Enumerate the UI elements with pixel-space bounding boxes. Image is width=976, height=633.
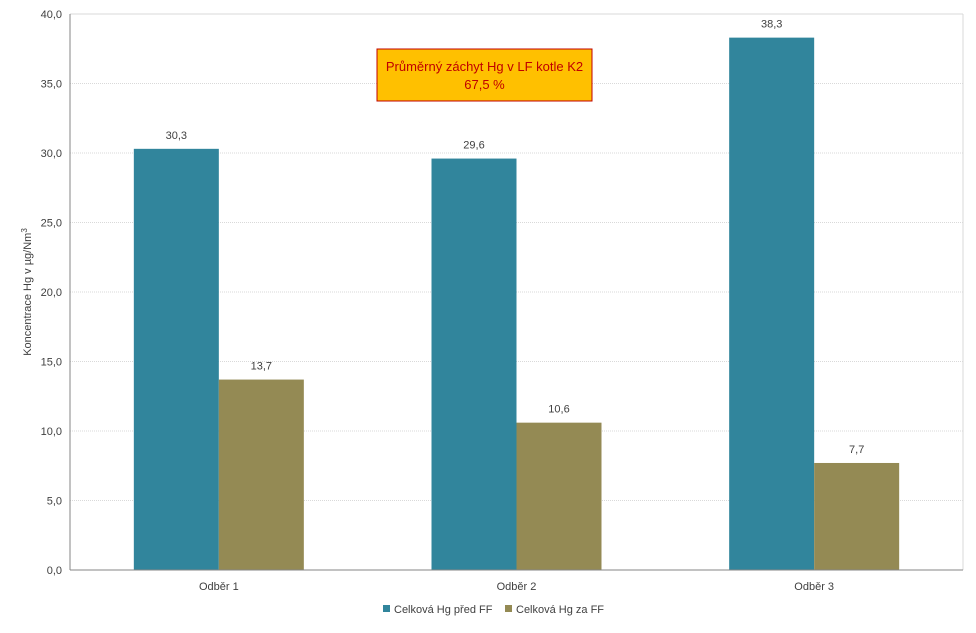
bar — [133, 148, 219, 570]
annotation-box: Průměrný záchyt Hg v LF kotle K2 67,5 % — [376, 48, 593, 102]
data-label: 13,7 — [251, 361, 272, 373]
y-tick-label: 5,0 — [47, 496, 62, 508]
annotation-line-2: 67,5 % — [464, 77, 505, 92]
bar — [218, 379, 304, 570]
data-label: 7,7 — [849, 444, 864, 456]
data-label: 30,3 — [166, 130, 187, 142]
bar — [431, 158, 517, 570]
legend-label: Celková Hg před FF — [394, 604, 493, 616]
annotation-background — [376, 48, 593, 102]
y-tick-label: 20,0 — [41, 287, 62, 299]
x-tick-label: Odběr 3 — [794, 581, 834, 593]
data-label: 38,3 — [761, 19, 782, 31]
bars — [133, 37, 900, 570]
y-tick-label: 35,0 — [41, 79, 62, 91]
x-tick-label: Odběr 1 — [199, 581, 239, 593]
x-tick-label: Odběr 2 — [497, 581, 537, 593]
y-tick-labels: 0,0 5,0 10,0 15,0 20,0 25,0 30,0 35,0 40,0 — [41, 9, 62, 577]
legend-label: Celková Hg za FF — [516, 604, 604, 616]
y-tick-label: 25,0 — [41, 218, 62, 230]
y-tick-label: 40,0 — [41, 9, 62, 21]
bar — [814, 462, 900, 570]
legend: Celková Hg před FF Celková Hg za FF — [383, 604, 604, 616]
y-axis-title: Koncentrace Hg v µg/Nm3 — [20, 228, 34, 356]
legend-swatch — [505, 605, 512, 612]
data-label: 10,6 — [548, 404, 569, 416]
data-labels: 30,3 13,7 29,6 10,6 38,3 7,7 — [166, 19, 865, 456]
y-tick-label: 10,0 — [41, 426, 62, 438]
y-tick-label: 30,0 — [41, 148, 62, 160]
data-label: 29,6 — [463, 140, 484, 152]
x-tick-labels: Odběr 1 Odběr 2 Odběr 3 — [199, 581, 834, 593]
y-tick-label: 0,0 — [47, 565, 62, 577]
annotation-line-1: Průměrný záchyt Hg v LF kotle K2 — [386, 59, 583, 74]
y-tick-label: 15,0 — [41, 357, 62, 369]
legend-swatch — [383, 605, 390, 612]
bar — [729, 37, 815, 570]
bar — [516, 422, 602, 570]
axes — [69, 13, 964, 571]
